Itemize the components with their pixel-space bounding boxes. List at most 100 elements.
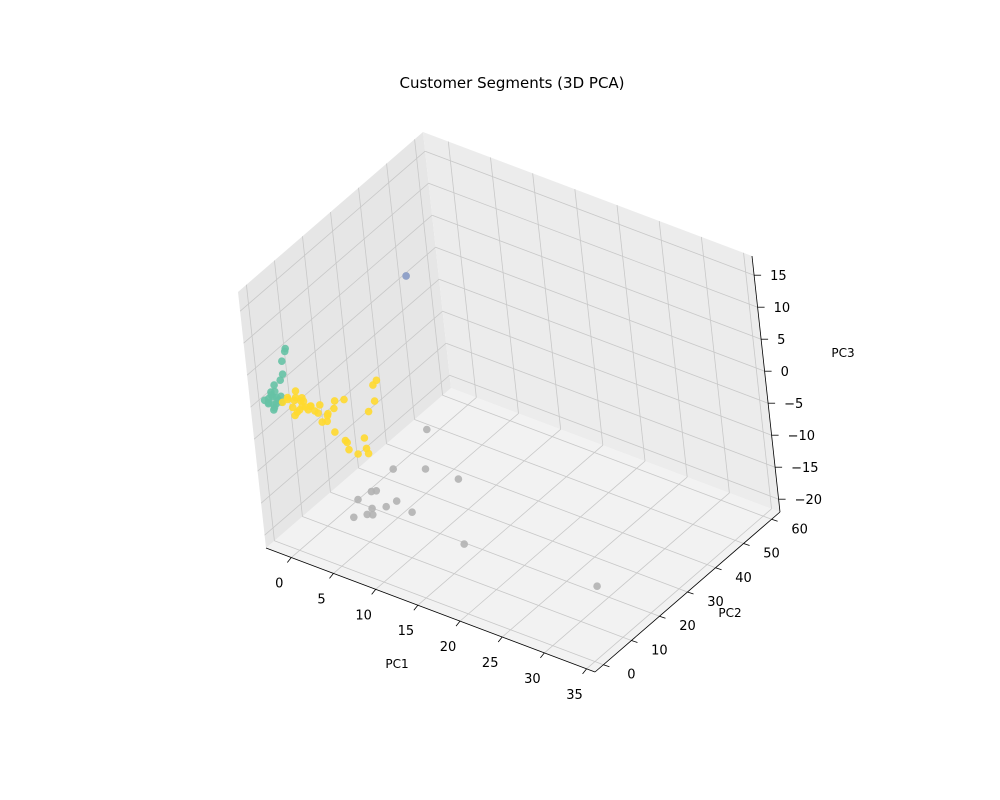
data-point (295, 406, 304, 414)
grid-line (428, 182, 758, 308)
data-point (330, 404, 338, 413)
y-tick (603, 664, 610, 668)
grid-line (239, 150, 426, 312)
grid-line (490, 157, 519, 414)
grid-line (257, 310, 443, 472)
grid-line (658, 220, 688, 478)
grid-line (386, 443, 716, 569)
grid-line (414, 419, 744, 544)
grid-line (253, 278, 440, 440)
x-tick (329, 573, 334, 579)
x-tick-label: 30 (524, 672, 541, 687)
data-point (369, 511, 377, 519)
grid-line (442, 394, 772, 520)
grid-line (445, 342, 776, 468)
grid-line (302, 516, 632, 641)
data-point (460, 540, 469, 548)
x-axis-label: PC1 (385, 657, 408, 671)
data-point (267, 388, 275, 396)
y-tick (687, 591, 694, 595)
data-point (318, 418, 327, 426)
data-point (364, 407, 373, 416)
data-point (331, 428, 339, 436)
y-tick (743, 543, 750, 546)
data-point (291, 387, 300, 395)
data-point (283, 393, 292, 402)
data-point (288, 403, 297, 412)
z-axis-line (751, 255, 781, 513)
data-point (360, 434, 369, 442)
data-point (402, 272, 410, 280)
grid-line (431, 214, 762, 340)
y-tick-label: 20 (679, 619, 696, 634)
x-tick-label: 5 (317, 592, 325, 607)
grid-line (302, 236, 331, 493)
y-tick (659, 615, 666, 619)
data-point (278, 357, 286, 366)
grid-line (442, 310, 772, 436)
y-tick-label: 30 (707, 595, 724, 610)
data-point (593, 582, 601, 590)
data-point (277, 392, 285, 401)
x-tick (540, 652, 545, 659)
data-point (363, 510, 372, 519)
grid-line (435, 246, 765, 372)
data-point (354, 495, 362, 504)
z-tick-label: 5 (777, 333, 785, 348)
chart-title: Customer Segments (3D PCA) (399, 74, 624, 92)
grid-line (274, 260, 303, 517)
data-point (276, 376, 285, 385)
grid-line (358, 187, 387, 444)
grid-line (447, 141, 477, 398)
data-point (343, 438, 352, 447)
data-point (278, 370, 287, 379)
data-point (291, 411, 299, 420)
grid-line (449, 374, 779, 500)
axis-lines (265, 255, 786, 675)
grid-line (358, 467, 688, 593)
data-point (392, 497, 401, 505)
data-point (298, 394, 306, 402)
x-tick (582, 668, 587, 675)
x-tick-label: 0 (275, 577, 283, 592)
data-point (354, 450, 362, 458)
scatter-points (260, 272, 601, 590)
data-point (340, 395, 348, 404)
grid-line (414, 139, 443, 396)
data-point (423, 425, 431, 434)
data-point (350, 513, 358, 522)
x-tick (455, 620, 461, 627)
data-point (372, 487, 381, 495)
data-point (270, 404, 279, 412)
y-tick (771, 518, 778, 522)
y-tick-label: 60 (791, 522, 808, 537)
x-tick-label: 35 (566, 688, 583, 703)
x-tick (413, 604, 419, 611)
x-axis-line (265, 547, 596, 673)
grid-line (616, 205, 646, 462)
grid-line (386, 163, 415, 420)
grid-line (330, 491, 660, 617)
tick-labels: 0 5 10 15 20 25 30 35 0 10 20 30 40 50 60 −20 −15 −10 −5 0 5… (275, 269, 822, 703)
data-point (270, 381, 278, 389)
x-tick-label: 10 (355, 608, 372, 623)
data-point (330, 397, 339, 405)
z-tick-label: 0 (781, 365, 789, 380)
y-tick-label: 0 (627, 668, 635, 683)
data-point (345, 445, 353, 454)
x-tick (497, 636, 503, 643)
y-tick (715, 567, 722, 571)
grid-line (743, 252, 772, 509)
z-tick-label: 10 (774, 301, 791, 316)
data-point (316, 401, 324, 409)
data-point (454, 475, 463, 483)
x-tick (371, 589, 376, 595)
grid-line (330, 211, 359, 469)
data-point (370, 397, 379, 405)
grid-line (246, 284, 275, 541)
data-point (364, 449, 373, 458)
z-tick-label: 15 (770, 269, 787, 284)
data-point (368, 504, 376, 513)
data-point (314, 409, 322, 417)
